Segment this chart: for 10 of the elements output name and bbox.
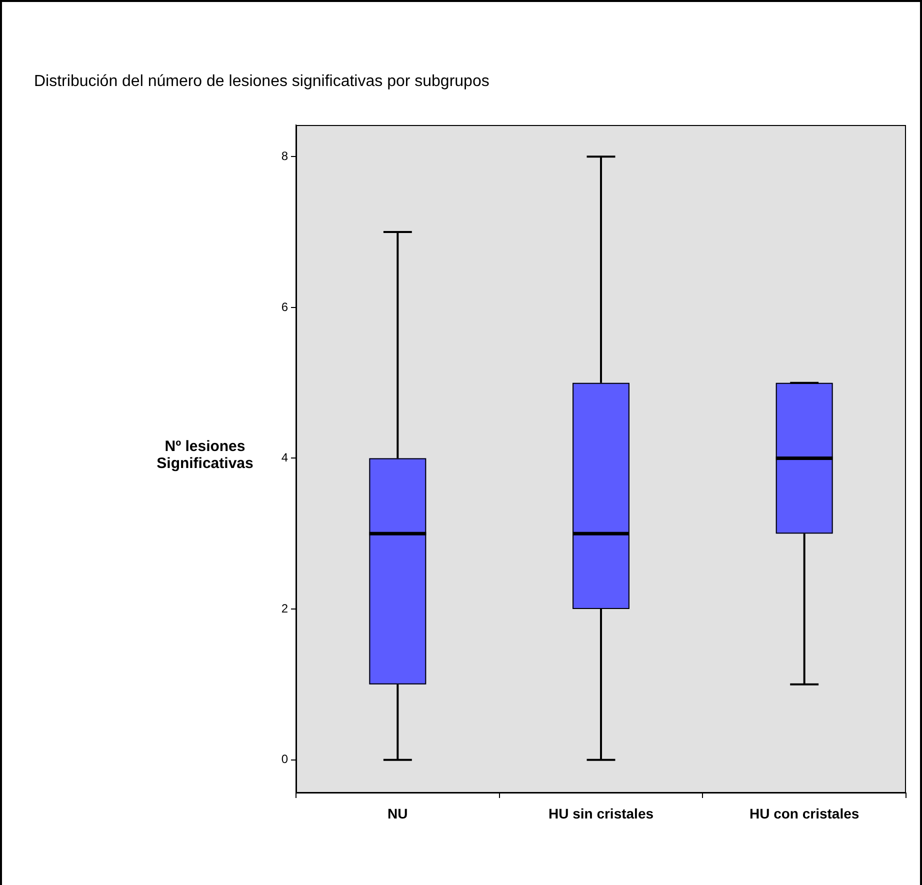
chart-title: Distribución del número de lesiones significativas por subgrupos bbox=[34, 73, 490, 91]
x-tick-label: HU sin cristales bbox=[548, 805, 654, 822]
y-tick-label: 2 bbox=[281, 601, 288, 616]
y-tick-label: 4 bbox=[281, 450, 288, 465]
y-tick-label: 0 bbox=[281, 752, 288, 766]
x-tick-label: NU bbox=[388, 805, 408, 822]
y-tick-label: 8 bbox=[281, 148, 288, 163]
x-tick-label: HU con cristales bbox=[749, 805, 860, 822]
y-tick-label: 6 bbox=[281, 300, 288, 314]
y-axis-title: Nº lesiones Significativas bbox=[156, 438, 254, 472]
